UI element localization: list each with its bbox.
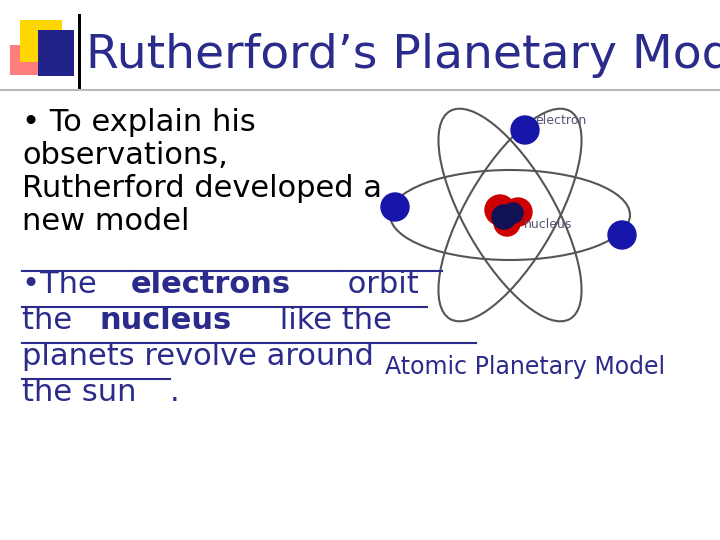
- Circle shape: [504, 198, 532, 226]
- Text: nucleus: nucleus: [524, 219, 572, 232]
- Text: electrons: electrons: [131, 270, 291, 299]
- Bar: [78, 14, 81, 89]
- Circle shape: [381, 193, 409, 221]
- Text: the sun: the sun: [22, 378, 137, 407]
- Circle shape: [503, 203, 523, 223]
- Text: • To explain his: • To explain his: [22, 108, 256, 137]
- Text: Atomic Planetary Model: Atomic Planetary Model: [385, 355, 665, 379]
- Circle shape: [485, 195, 515, 225]
- Text: new model: new model: [22, 207, 189, 236]
- Text: planets revolve around: planets revolve around: [22, 342, 374, 371]
- Circle shape: [494, 210, 520, 236]
- Text: Rutherford’s Planetary Model: Rutherford’s Planetary Model: [86, 33, 720, 78]
- Circle shape: [608, 221, 636, 249]
- Text: nucleus: nucleus: [99, 306, 232, 335]
- Circle shape: [511, 116, 539, 144]
- Text: Rutherford developed a: Rutherford developed a: [22, 174, 382, 203]
- Circle shape: [492, 205, 516, 229]
- Text: .: .: [170, 378, 179, 407]
- Bar: [10, 45, 52, 75]
- Bar: [20, 20, 62, 62]
- Text: observations,: observations,: [22, 141, 228, 170]
- Text: electron: electron: [535, 113, 586, 126]
- Bar: [38, 30, 74, 76]
- Text: the: the: [22, 306, 82, 335]
- Text: orbit: orbit: [338, 270, 418, 299]
- Text: •The: •The: [22, 270, 107, 299]
- Text: like the: like the: [270, 306, 392, 335]
